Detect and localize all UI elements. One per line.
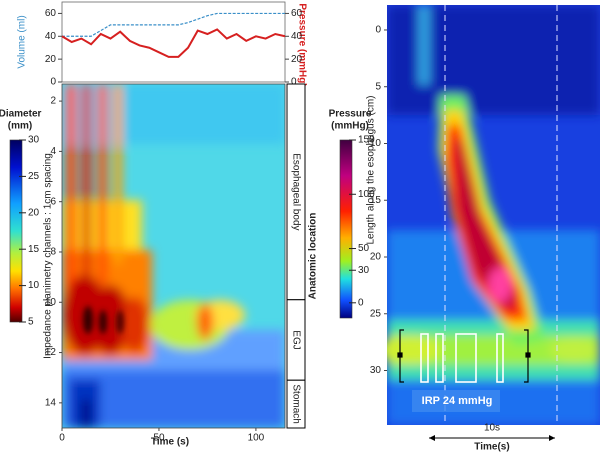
colorbar-tick-label: 30 xyxy=(28,135,40,146)
annotation-box xyxy=(412,390,500,412)
region-label: Esophageal body xyxy=(290,153,301,230)
y-tick-label: 20 xyxy=(45,54,57,65)
colorbar-tick-label: 10 xyxy=(28,280,40,291)
y-tick-label: 6 xyxy=(50,196,56,207)
irp-brackets xyxy=(397,329,531,383)
plot-frame xyxy=(61,1,286,83)
y2-axis-label: Pressure (mmHg) xyxy=(296,3,307,86)
y-tick-label: 0 xyxy=(50,77,56,88)
colorbar-tick-label: 5 xyxy=(28,317,34,328)
y-tick-label: 5 xyxy=(375,81,381,92)
annotation: IRP 24 mmHg xyxy=(422,395,493,407)
y2-tick-label: 20 xyxy=(291,54,303,65)
colorbar-tick-label: 50 xyxy=(358,243,370,254)
y-axis-label: Impedance planimetry channels : 1cm spac… xyxy=(43,153,54,359)
y-tick-label: 10 xyxy=(45,297,57,308)
y-tick-label: 30 xyxy=(370,365,382,376)
colorbar-title: Diameter xyxy=(0,109,42,120)
colorbar-tick-label: 100 xyxy=(358,189,375,200)
y-tick-label: 2 xyxy=(50,96,56,107)
y-tick-label: 60 xyxy=(45,8,57,19)
colorbar-tick-label: 0 xyxy=(358,297,364,308)
colorbar-title: (mmHg) xyxy=(331,121,369,132)
colorbar-tick-label: 20 xyxy=(28,207,40,218)
y-tick-label: 14 xyxy=(45,397,57,408)
series-line xyxy=(62,12,285,37)
y-axis-label: Length along the esophagus (cm) xyxy=(366,96,377,245)
irp-windows xyxy=(420,333,504,383)
colorbar-tick-label: 150 xyxy=(358,135,375,146)
y-axis-label: Volume (ml) xyxy=(17,15,28,68)
region-label: EGJ xyxy=(290,330,301,349)
y-tick-label: 15 xyxy=(370,195,382,206)
x-axis-label: Time(s) xyxy=(474,442,509,452)
y2-tick-label: 0 xyxy=(291,77,297,88)
plot-frame xyxy=(61,83,286,429)
annotation: 10s xyxy=(484,423,500,434)
region-label: Stomach xyxy=(290,384,301,423)
colorbar-title: (mm) xyxy=(8,121,32,132)
y-tick-label: 20 xyxy=(370,252,382,263)
y2-tick-label: 40 xyxy=(291,31,303,42)
series-line xyxy=(61,28,286,58)
y2-tick-label: 60 xyxy=(291,8,303,19)
y-tick-label: 10 xyxy=(370,138,382,149)
y-tick-label: 12 xyxy=(45,347,57,358)
y-tick-label: 25 xyxy=(370,308,382,319)
y-tick-label: 4 xyxy=(50,146,56,157)
region xyxy=(286,379,306,429)
region-title: Anatomic location xyxy=(308,213,319,300)
x-tick-label: 50 xyxy=(153,433,165,444)
diameter-heatmap xyxy=(62,84,285,428)
colorbar-tick-label: 25 xyxy=(28,171,40,182)
colorbar xyxy=(339,139,353,319)
colorbar-title: Pressure xyxy=(329,109,372,120)
colorbar-tick-label: 15 xyxy=(28,244,40,255)
y-tick-label: 8 xyxy=(50,247,56,258)
x-tick-label: 0 xyxy=(59,433,65,444)
pressure-heatmap xyxy=(387,5,600,425)
y-tick-label: 0 xyxy=(375,25,381,36)
y-tick-label: 40 xyxy=(45,31,57,42)
colorbar-tick-label: 30 xyxy=(358,265,370,276)
x-tick-label: 100 xyxy=(248,433,265,444)
colorbar xyxy=(9,139,23,323)
x-axis-label: Time (s) xyxy=(151,437,189,448)
